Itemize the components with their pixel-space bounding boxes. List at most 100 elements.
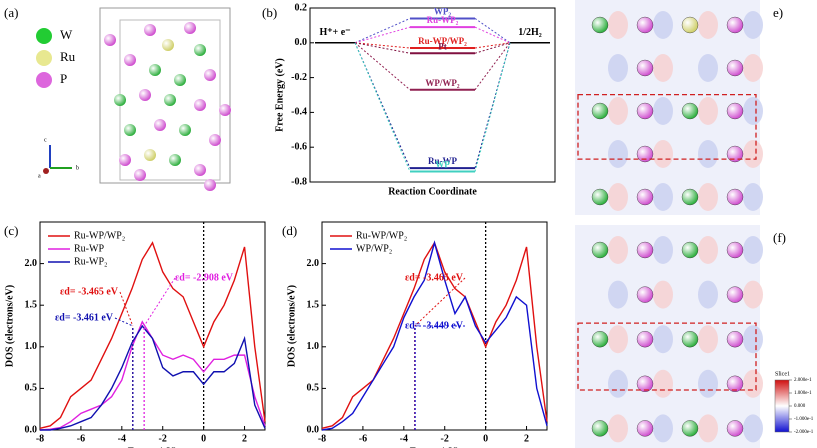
connector [354,42,411,172]
colorbar [774,379,790,433]
legend-label: WP/WP₂ [356,243,392,254]
colorbar-tick-label: 0.000 [794,404,806,409]
density-lobe [698,97,718,125]
colorbar-tick-label: 2.000e-1 [794,378,812,383]
atom [681,102,699,120]
legend-label: Ru-WP₂ [74,256,108,267]
axis-name: a [38,173,41,179]
atom [124,54,136,66]
atom [209,134,221,146]
density-lobe [653,54,673,82]
y-tick-label: -0.8 [291,176,307,187]
y-tick-label: -0.4 [291,107,307,118]
x-tick-label: -2 [441,433,449,444]
legend-label: Ru-WP/WP₂ [74,230,125,241]
density-lobe [698,54,718,82]
panel-label: e) [773,5,783,20]
legend-label: Ru [60,49,76,64]
legend-label: P [60,71,67,86]
dos-curve [39,241,266,430]
x-tick-label: -4 [400,433,408,444]
endpoint-label: 1/2H₂ [518,27,542,38]
crystal-structure [99,7,231,191]
annotation-arrow [119,291,134,327]
density-lobe [743,369,763,398]
y-tick-label: -0.6 [291,141,307,152]
density-lobe [743,54,763,82]
atom [162,39,174,51]
atom [179,124,191,136]
density-lobe [743,325,763,354]
d-band-label: εd= -3.449 eV [405,320,464,331]
atom [124,124,136,136]
d-band-label: εd= -2.908 eV [175,272,234,283]
d-band-label: εd= -3.465 eV [405,272,464,283]
y-tick-label: 1.5 [307,299,320,310]
density-lobe [653,369,673,398]
atom [591,420,609,437]
density-lobe [698,414,718,443]
connector [474,42,511,91]
level-label: WP₂ [434,7,451,17]
axis-name: b [76,165,79,171]
axis-origin [43,168,49,174]
y-tick-label: 0.0 [307,424,320,435]
panel-label: (d) [282,223,297,238]
y-tick-label: 0.2 [295,2,308,13]
atom [636,145,654,163]
x-tick-label: 2 [242,433,247,444]
connector [354,42,411,54]
annotation-arrow [114,317,134,327]
atom [636,188,654,206]
density-lobe [743,414,763,443]
density-lobe [743,280,763,309]
dos-curve [321,241,548,430]
atom [681,16,699,34]
unit-cell [99,7,231,184]
atom [681,241,699,259]
legend-label: W [60,27,73,42]
connector [354,26,411,44]
dos-curve [321,240,548,431]
level-label: Ru-WP [428,156,458,166]
density-lobe [653,325,673,354]
atom [194,44,206,56]
density-lobe [743,97,763,125]
atom [164,94,176,106]
atom [149,64,161,76]
atom [636,375,654,392]
density-lobe [743,140,763,168]
x-axis-label: Energy(eV) [410,446,459,448]
colorbar-title: Slice1 [775,371,790,377]
atom [681,331,699,348]
panel-label: (c) [4,223,18,238]
y-tick-label: 2.0 [25,258,38,269]
connector [354,17,411,44]
y-tick-label: -0.2 [291,72,307,83]
density-lobe [608,183,628,211]
y-axis-label: Free Energy (eV) [274,58,285,132]
density-lobe [698,280,718,309]
atom [204,179,216,191]
atom [194,99,206,111]
colorbar-tick-label: 1.000e-1 [794,391,812,396]
plot-frame [39,221,266,431]
connector [354,42,411,49]
atom [144,149,156,161]
y-tick-label: 1.0 [307,341,320,352]
connector [474,18,511,44]
y-tick-label: 0.0 [25,424,38,435]
y-tick-label: 2.0 [307,258,320,269]
atom [636,59,654,77]
atom [681,420,699,437]
x-tick-label: 0 [201,433,206,444]
atom [169,154,181,166]
connector [354,42,411,91]
x-tick-label: 0 [483,433,488,444]
density-lobe [698,140,718,168]
atom [636,241,654,259]
panel-label: (f) [773,230,786,245]
density-lobe [653,414,673,443]
legend-swatch [36,50,52,66]
connector [354,42,411,169]
